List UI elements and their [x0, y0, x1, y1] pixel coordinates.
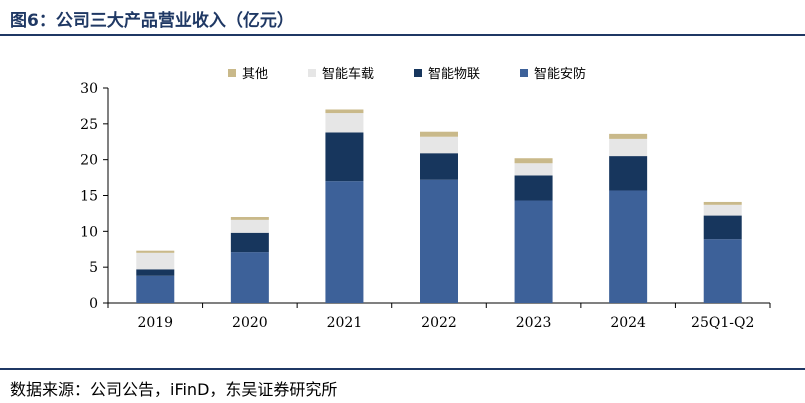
- y-tick-label: 30: [80, 81, 98, 97]
- legend-label: 其他: [242, 67, 269, 82]
- legend-item: 智能车载: [308, 63, 374, 82]
- legend-label: 智能安防: [534, 67, 587, 82]
- bar-segment: [703, 204, 742, 216]
- x-tick-label: 2020: [232, 315, 268, 331]
- bar-segment: [230, 217, 269, 220]
- bar-segment: [703, 239, 742, 303]
- x-tick-label: 25Q1-Q2: [691, 315, 754, 331]
- y-tick-label: 25: [80, 117, 98, 133]
- chart-legend: 其他 智能车载 智能物联 智能安防: [228, 63, 626, 82]
- legend-item: 智能安防: [520, 63, 586, 82]
- y-tick-label: 10: [80, 224, 98, 240]
- bar-segment: [230, 252, 269, 303]
- legend-label: 智能车载: [322, 67, 375, 82]
- y-tick-label: 0: [89, 296, 98, 312]
- x-tick-label: 2021: [327, 315, 363, 331]
- legend-item: 其他: [228, 63, 268, 82]
- bar-segment: [136, 269, 175, 276]
- x-tick-label: 2023: [516, 315, 552, 331]
- bar-segment: [230, 232, 269, 253]
- bar-segment: [514, 163, 553, 176]
- y-tick-label: 20: [80, 153, 98, 169]
- bar-segment: [609, 156, 648, 191]
- bar-segment: [136, 275, 175, 303]
- bar-segment: [325, 113, 364, 133]
- bar-segment: [420, 136, 458, 154]
- header-rule: [0, 34, 805, 36]
- bar-segment: [703, 215, 742, 240]
- y-tick-label: 15: [80, 189, 98, 205]
- footer-rule: [0, 368, 805, 370]
- x-tick-label: 2024: [610, 315, 646, 331]
- bar-segment: [514, 200, 553, 303]
- x-tick-label: 2019: [137, 315, 173, 331]
- bar-segment: [609, 138, 648, 157]
- bar-segment: [420, 131, 458, 137]
- bar-segment: [136, 252, 175, 270]
- y-tick-label: 5: [89, 260, 98, 276]
- bar-segment: [325, 109, 364, 114]
- bar-segment: [325, 132, 364, 182]
- legend-label: 智能物联: [428, 67, 481, 82]
- bar-segment: [136, 250, 175, 253]
- bar-segment: [420, 179, 458, 303]
- bar-segment: [325, 181, 364, 303]
- bar-segment: [609, 190, 648, 303]
- bar-segment: [703, 201, 742, 205]
- legend-swatch: [414, 68, 423, 77]
- bar-segment: [420, 153, 458, 180]
- legend-swatch: [228, 68, 236, 77]
- stacked-bar-chart: 0 5 10 15 20 25 30 2019 2020 2021 2022 2023 2024 25Q1…: [80, 81, 771, 331]
- legend-item: 智能物联: [414, 63, 480, 82]
- chart-title: 图6：公司三大产品营业收入（亿元）: [10, 11, 294, 31]
- bar-segment: [514, 158, 553, 164]
- x-tick-label: 2022: [421, 315, 457, 331]
- bar-segment: [609, 133, 648, 139]
- bar-segment: [514, 175, 553, 201]
- legend-swatch: [308, 68, 317, 77]
- data-source-note: 数据来源：公司公告，iFinD，东吴证券研究所: [10, 380, 338, 399]
- legend-swatch: [520, 68, 529, 77]
- bar-segment: [230, 219, 269, 233]
